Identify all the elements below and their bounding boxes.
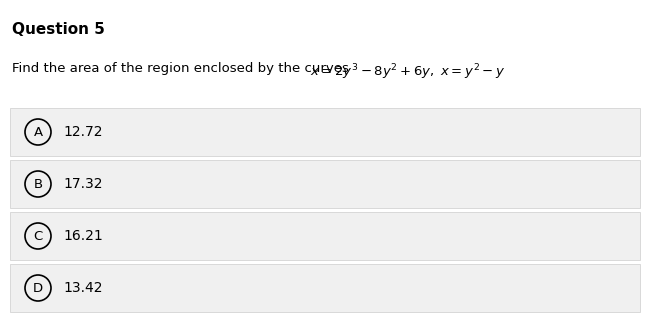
Text: 13.42: 13.42 [63,281,103,295]
FancyBboxPatch shape [10,108,640,156]
FancyBboxPatch shape [10,264,640,312]
Ellipse shape [25,223,51,249]
FancyBboxPatch shape [10,160,640,208]
Text: $x=2y^3-8y^2+6y,\ x=y^2-y$: $x=2y^3-8y^2+6y,\ x=y^2-y$ [310,62,506,82]
Ellipse shape [25,119,51,145]
Text: Question 5: Question 5 [12,22,105,37]
Text: 12.72: 12.72 [63,125,103,139]
Text: A: A [33,125,42,139]
Ellipse shape [25,275,51,301]
Ellipse shape [25,171,51,197]
FancyBboxPatch shape [10,212,640,260]
Text: 17.32: 17.32 [63,177,103,191]
Text: 16.21: 16.21 [63,229,103,243]
Text: C: C [33,230,43,242]
Text: Find the area of the region enclosed by the curves: Find the area of the region enclosed by … [12,62,353,75]
Text: B: B [33,178,42,190]
Text: D: D [33,282,43,294]
